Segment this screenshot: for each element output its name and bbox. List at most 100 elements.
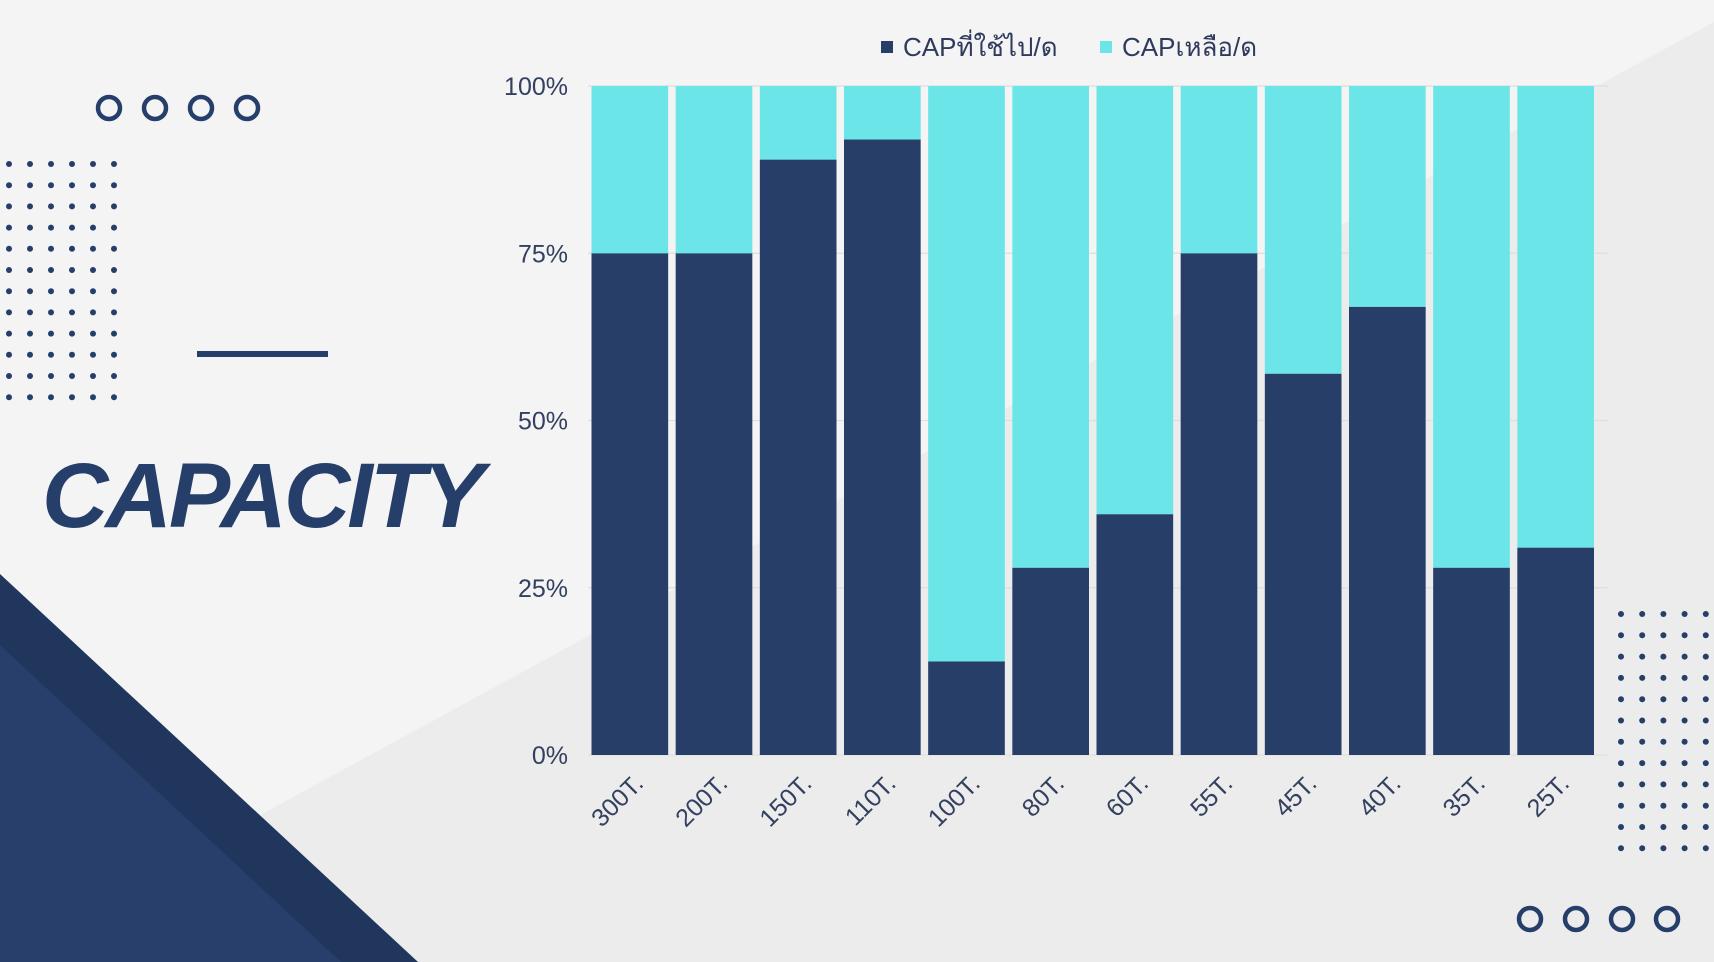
dot xyxy=(111,161,117,167)
legend: CAPที่ใช้ไป/ด CAPเหลือ/ด xyxy=(881,29,1257,62)
dot xyxy=(6,373,12,379)
dot xyxy=(1702,845,1709,852)
dot xyxy=(27,288,33,295)
dot xyxy=(6,161,12,167)
y-tick-label: 100% xyxy=(504,73,568,101)
dot xyxy=(69,330,75,337)
dot xyxy=(48,394,54,401)
dot xyxy=(1702,717,1709,724)
dot xyxy=(90,309,96,316)
dot xyxy=(1681,781,1688,788)
dot xyxy=(1639,632,1646,639)
slide-title: CAPACITY xyxy=(42,445,492,547)
dot xyxy=(1639,760,1646,767)
dot xyxy=(27,267,33,273)
y-tick-label: 25% xyxy=(518,575,568,603)
dot xyxy=(27,161,33,167)
dot xyxy=(1660,824,1667,830)
dot xyxy=(1660,674,1667,681)
dot xyxy=(1681,802,1688,809)
dot xyxy=(1681,611,1688,617)
dot xyxy=(1660,696,1667,703)
ring-decoration xyxy=(1516,905,1544,933)
dot xyxy=(6,203,12,210)
bar-segment-remaining xyxy=(675,86,753,254)
dot xyxy=(48,203,54,210)
dot xyxy=(6,309,12,316)
ring-decoration xyxy=(1653,905,1681,933)
dot xyxy=(6,245,12,252)
dot xyxy=(1660,611,1667,617)
dot xyxy=(1639,674,1646,681)
dot xyxy=(48,373,54,379)
dot xyxy=(1681,674,1688,681)
dot xyxy=(1639,696,1646,703)
dot xyxy=(48,245,54,252)
dot xyxy=(69,245,75,252)
bar-segment-used xyxy=(844,139,921,755)
dot xyxy=(1681,738,1688,745)
bar-segment-used xyxy=(759,159,837,756)
bar-segment-remaining xyxy=(1012,86,1089,568)
dot xyxy=(1681,845,1688,852)
legend-item-remaining: CAPเหลือ/ด xyxy=(1100,32,1257,62)
dot xyxy=(1618,738,1624,745)
dot xyxy=(69,351,75,358)
dot xyxy=(6,182,12,189)
bar-segment-used xyxy=(1433,567,1510,755)
dot xyxy=(1702,781,1709,788)
dot xyxy=(27,203,33,210)
dot xyxy=(69,182,75,189)
dot xyxy=(6,288,12,295)
bar-segment-used xyxy=(1180,253,1258,755)
dot xyxy=(48,288,54,295)
dot xyxy=(27,373,33,379)
dot xyxy=(1702,632,1709,639)
bar-segment-remaining xyxy=(1180,86,1258,254)
bar-segment-used xyxy=(1096,514,1174,755)
dot xyxy=(1660,781,1667,788)
dot xyxy=(69,373,75,379)
bar-segment-used xyxy=(591,253,669,755)
dot xyxy=(27,351,33,358)
legend-item-used: CAPที่ใช้ไป/ด xyxy=(881,29,1058,62)
dot xyxy=(27,309,33,316)
dot xyxy=(90,224,96,231)
ring-row-top-left xyxy=(95,94,261,122)
dot xyxy=(48,182,54,189)
dot xyxy=(1618,632,1624,639)
bar-segment-remaining xyxy=(1349,86,1426,307)
dot xyxy=(1618,845,1624,852)
ring-decoration xyxy=(187,94,215,122)
dot xyxy=(111,373,117,379)
ring-decoration xyxy=(1608,905,1636,933)
dot xyxy=(6,330,12,337)
dot xyxy=(1618,653,1624,660)
dot xyxy=(1702,696,1709,703)
dot xyxy=(48,267,54,273)
bar-segment-used xyxy=(1349,306,1426,755)
dot xyxy=(90,267,96,273)
bar-segment-used xyxy=(1012,567,1089,755)
dot xyxy=(6,394,12,401)
dot xyxy=(48,351,54,358)
dot-grid-bottom-right xyxy=(1618,611,1709,852)
dot xyxy=(1681,653,1688,660)
dot xyxy=(69,161,75,167)
dot xyxy=(111,182,117,189)
dot xyxy=(27,394,33,401)
dot xyxy=(69,203,75,210)
dot xyxy=(6,224,12,231)
dot xyxy=(1702,674,1709,681)
dot xyxy=(111,394,117,401)
dot xyxy=(69,309,75,316)
bar-segment-used xyxy=(675,253,753,755)
dot xyxy=(27,182,33,189)
dot xyxy=(1639,738,1646,745)
dot xyxy=(90,373,96,379)
dot xyxy=(111,330,117,337)
dot xyxy=(1639,653,1646,660)
dot xyxy=(48,309,54,316)
